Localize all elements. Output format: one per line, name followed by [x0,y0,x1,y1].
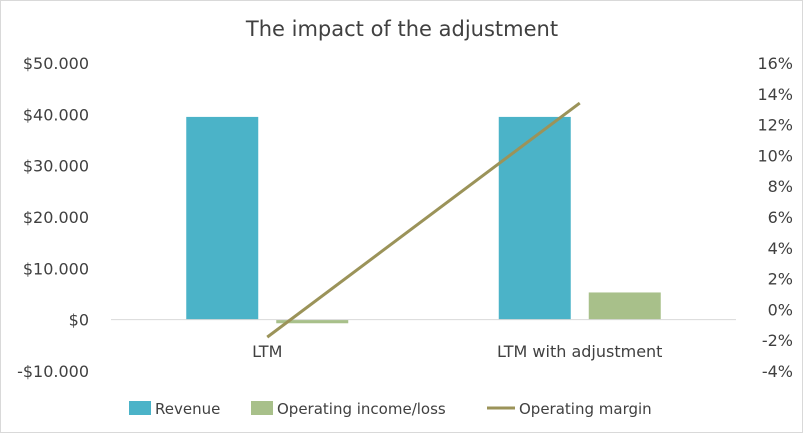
legend-swatch-revenue [129,401,151,415]
category-label: LTM [252,342,282,361]
right-tick-label: 12% [757,116,793,135]
right-tick-label: 10% [757,146,793,165]
category-labels: LTM LTM with adjustment [252,342,662,361]
legend: Revenue Operating income/loss Operating ma… [129,400,652,418]
legend-label-operating-income-loss: Operating income/loss [277,400,446,418]
legend-label-operating-margin: Operating margin [519,400,652,418]
right-tick-label: 6% [768,208,793,227]
bars-group [186,116,661,324]
bar-operating-income-loss [276,319,349,324]
legend-swatch-operating-income-loss [251,401,273,415]
right-axis: 16% 14% 12% 10% 8% 6% 4% 2% 0% -2% -4% [757,54,793,381]
bar-operating-income-loss [588,292,661,320]
bar-revenue [186,116,259,320]
left-tick-label: $20.000 [23,208,89,227]
left-tick-label: $0 [69,311,89,330]
right-tick-label: 14% [757,85,793,104]
bar-revenue [498,116,571,320]
left-axis: $50.000 $40.000 $30.000 $20.000 $10.000 $0 -$1… [17,54,89,381]
line-series-group [266,101,581,339]
left-tick-label: $30.000 [23,157,89,176]
category-label: LTM with adjustment [497,342,662,361]
legend-label-revenue: Revenue [155,400,220,418]
left-tick-label: -$10.000 [17,362,89,381]
chart-title: The impact of the adjustment [245,17,558,41]
line-operating-margin [266,101,581,339]
left-tick-label: $50.000 [23,54,89,73]
left-tick-label: $10.000 [23,259,89,278]
right-tick-label: 16% [757,54,793,73]
right-tick-label: 8% [768,177,793,196]
right-tick-label: 4% [768,239,793,258]
right-tick-label: -4% [762,362,793,381]
right-tick-label: 2% [768,270,793,289]
right-tick-label: 0% [768,300,793,319]
left-tick-label: $40.000 [23,105,89,124]
right-tick-label: -2% [762,331,793,350]
